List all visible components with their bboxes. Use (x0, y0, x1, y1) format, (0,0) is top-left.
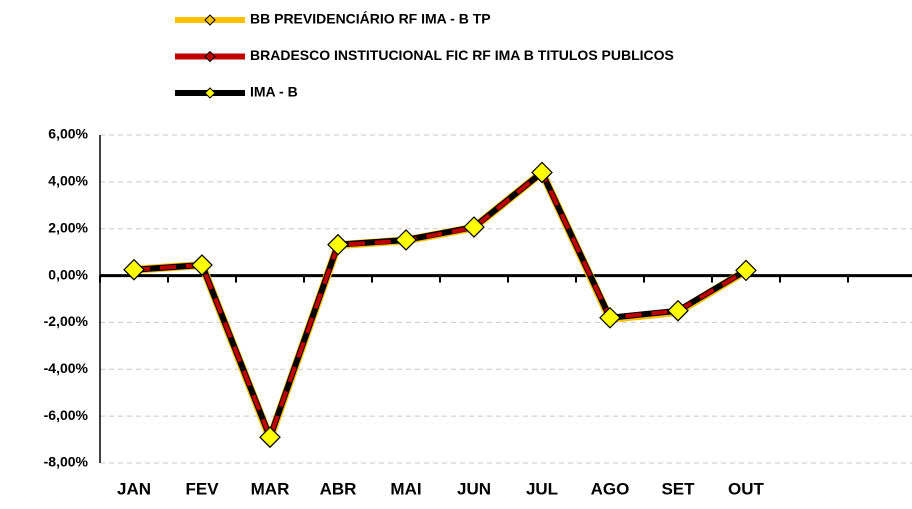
legend-label: IMA - B (250, 84, 298, 100)
y-tick-label: 6,00% (48, 126, 88, 142)
marker (191, 254, 213, 276)
marker (463, 216, 485, 238)
series-line (133, 168, 749, 443)
marker (327, 233, 349, 256)
x-tick-label: ABR (320, 479, 357, 498)
x-tick-label: AGO (591, 479, 630, 498)
y-tick-label: 2,00% (48, 219, 88, 235)
y-tick-label: -4,00% (44, 360, 89, 376)
marker (599, 306, 621, 329)
x-tick-label: JUN (457, 479, 491, 498)
y-tick-label: 4,00% (48, 173, 88, 189)
x-tick-label: MAR (251, 479, 290, 498)
marker (531, 161, 553, 184)
legend-marker (204, 87, 216, 99)
marker (735, 259, 757, 282)
x-tick-label: JAN (117, 479, 151, 498)
series-line (133, 170, 748, 440)
marker (259, 426, 281, 449)
legend-label: BRADESCO INSTITUCIONAL FIC RF IMA B TITU… (250, 47, 674, 63)
legend-marker (204, 14, 216, 26)
marker (395, 229, 417, 251)
x-tick-label: OUT (728, 479, 765, 498)
marker (667, 299, 689, 322)
series-line (133, 169, 748, 441)
x-tick-label: FEV (185, 479, 219, 498)
legend-label: BB PREVIDENCIÁRIO RF IMA - B TP (250, 11, 491, 27)
marker (123, 258, 145, 281)
y-tick-label: -8,00% (44, 454, 89, 470)
y-tick-label: -2,00% (44, 313, 89, 329)
y-tick-label: 0,00% (48, 266, 88, 282)
legend-marker (204, 50, 216, 63)
x-tick-label: MAI (390, 479, 421, 498)
y-tick-label: -6,00% (44, 407, 89, 423)
x-tick-label: JUL (526, 479, 558, 498)
x-tick-label: SET (661, 479, 695, 498)
